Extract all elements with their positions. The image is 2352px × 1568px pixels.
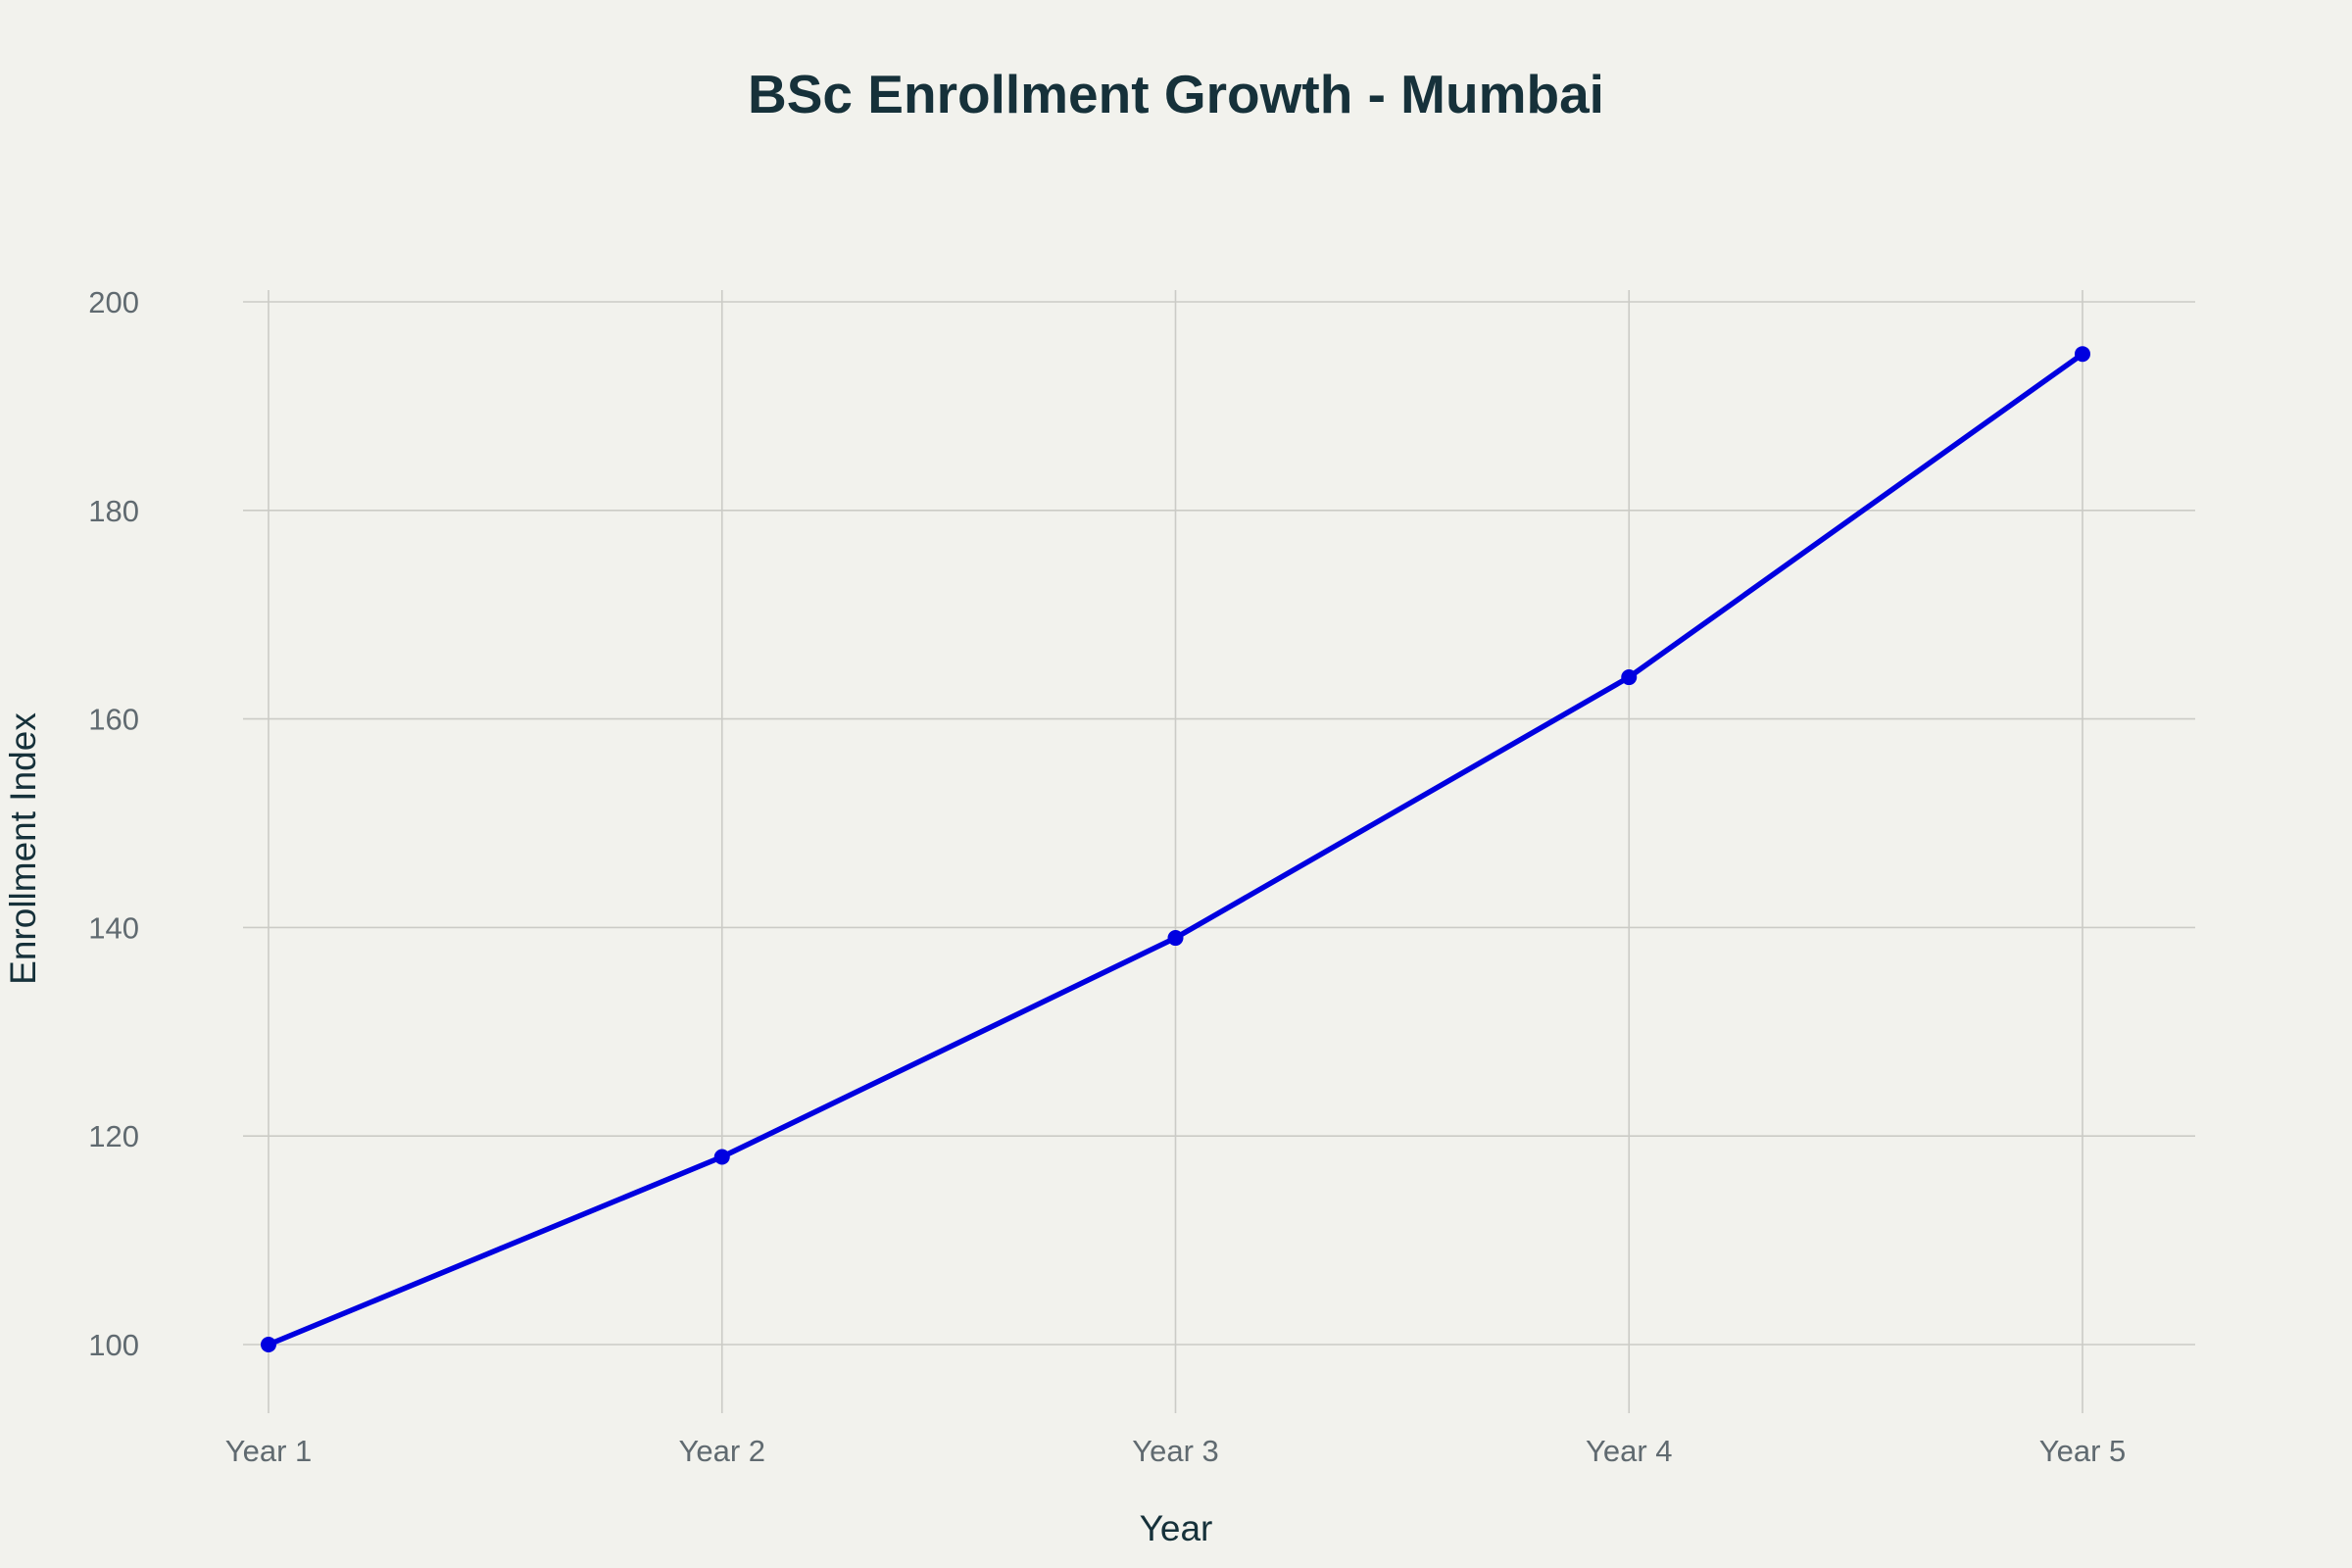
y-axis-title: Enrollment Index — [3, 712, 43, 985]
data-point[interactable] — [1621, 669, 1638, 686]
chart-title: BSc Enrollment Growth - Mumbai — [748, 64, 1604, 124]
x-tick-label: Year 1 — [225, 1434, 313, 1468]
y-tick-label: 140 — [88, 910, 139, 945]
grid-lines — [243, 290, 2195, 1413]
y-tick-label: 120 — [88, 1119, 139, 1153]
data-point[interactable] — [713, 1149, 730, 1165]
x-tick-label: Year 4 — [1586, 1434, 1673, 1468]
y-tick-label: 160 — [88, 703, 139, 737]
x-axis-title: Year — [1140, 1508, 1213, 1548]
x-tick-label: Year 2 — [679, 1434, 766, 1468]
data-point[interactable] — [261, 1337, 276, 1352]
tick-labels: Year 1 Year 2 Year 3 Year 4 Year 5 100 120 140 1… — [88, 285, 2126, 1468]
y-tick-label: 100 — [88, 1328, 139, 1362]
x-tick-label: Year 3 — [1132, 1434, 1219, 1468]
y-tick-label: 200 — [88, 285, 139, 319]
data-point[interactable] — [2075, 346, 2090, 363]
series-layer — [261, 346, 2090, 1352]
data-point[interactable] — [1167, 930, 1184, 947]
x-tick-label: Year 5 — [2039, 1434, 2127, 1468]
y-tick-label: 180 — [88, 494, 139, 528]
